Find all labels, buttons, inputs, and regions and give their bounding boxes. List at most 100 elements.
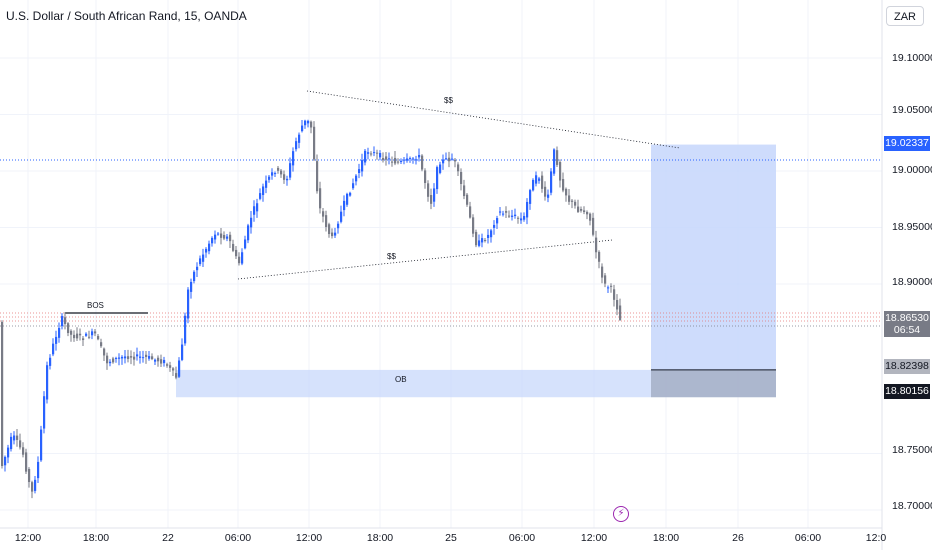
candle-body — [619, 305, 622, 320]
candle-body — [61, 316, 64, 327]
time-label: 18:00 — [366, 532, 394, 544]
candle-body — [22, 447, 25, 455]
candle-body — [256, 203, 259, 212]
candle-body — [370, 153, 373, 155]
candle-body — [145, 354, 148, 357]
candle-body — [340, 211, 343, 222]
candle-body — [562, 179, 565, 191]
liquidity-bottom-label: $$ — [387, 252, 396, 261]
chart-title[interactable]: U.S. Dollar / South African Rand, 15, OA… — [6, 9, 247, 23]
candle-body — [289, 163, 292, 178]
candle-body — [574, 201, 577, 206]
candle-body — [499, 211, 502, 213]
candle-body — [244, 239, 247, 249]
candle-body — [466, 194, 469, 205]
candle-body — [454, 159, 457, 162]
lower-trendline — [237, 239, 613, 280]
candle-body — [451, 158, 454, 160]
candle-body — [409, 158, 412, 160]
current-price-badge: 18.86530 06:54 — [884, 311, 930, 337]
candle-body — [484, 239, 487, 241]
candle-body — [235, 249, 238, 257]
candle-body — [100, 342, 103, 347]
candle-body — [133, 356, 136, 360]
candle-body — [439, 164, 442, 173]
time-label: 12:00 — [295, 532, 323, 544]
time-label: 18:00 — [652, 532, 680, 544]
candle-body — [346, 193, 349, 205]
candle-body — [154, 359, 157, 362]
time-label: 12:0 — [865, 532, 887, 544]
candle-body — [121, 356, 124, 359]
candle-body — [379, 153, 382, 158]
currency-button[interactable]: ZAR — [886, 6, 924, 26]
price-label: 18.90000 — [892, 276, 932, 288]
candle-body — [316, 161, 319, 192]
candle-body — [88, 336, 91, 338]
candle-body — [577, 206, 580, 212]
candle-body — [457, 164, 460, 172]
candle-body — [46, 365, 49, 400]
candle-body — [364, 150, 367, 163]
candle-body — [280, 170, 283, 175]
candle-body — [151, 356, 154, 360]
candle-body — [406, 158, 409, 161]
order-block-label: OB — [395, 375, 407, 384]
price-label: 18.95000 — [892, 221, 932, 233]
candle-body — [43, 396, 46, 429]
candle-body — [325, 215, 328, 227]
candle-body — [190, 281, 193, 292]
candle-body — [58, 328, 61, 338]
time-label: 12:00 — [580, 532, 608, 544]
candle-body — [82, 338, 85, 341]
time-label: 22 — [162, 532, 174, 544]
candle-body — [589, 213, 592, 221]
candle-body — [211, 237, 214, 244]
candle-body — [97, 335, 100, 340]
candle-body — [166, 364, 169, 366]
candle-body — [226, 236, 229, 239]
candle-body — [16, 435, 19, 440]
candle-body — [541, 175, 544, 189]
candle-body — [67, 323, 70, 334]
price-label: 19.10000 — [892, 52, 932, 64]
candle-body — [433, 188, 436, 202]
candle-body — [391, 161, 394, 163]
lightning-bolt-icon[interactable]: ⚡ — [613, 506, 629, 522]
candle-body — [106, 355, 109, 364]
candle-body — [415, 159, 418, 161]
candle-body — [112, 358, 115, 363]
target-zone — [651, 144, 776, 370]
candle-body — [103, 348, 106, 356]
candle-body — [241, 252, 244, 264]
candle-body — [595, 237, 598, 253]
candle-body — [181, 344, 184, 360]
candle-body — [607, 287, 610, 289]
candle-body — [304, 120, 307, 126]
time-label: 06:00 — [508, 532, 536, 544]
candle-body — [343, 200, 346, 211]
candle-body — [322, 211, 325, 217]
candle-body — [553, 149, 556, 174]
candle-body — [37, 461, 40, 479]
candle-body — [508, 215, 511, 217]
candle-body — [4, 456, 7, 466]
candle-body — [376, 152, 379, 154]
candle-body — [367, 152, 370, 154]
candle-body — [382, 157, 385, 161]
candle-body — [196, 266, 199, 271]
candle-body — [49, 357, 52, 366]
candle-body — [40, 429, 43, 461]
candle-body — [469, 206, 472, 218]
candle-body — [481, 238, 484, 243]
candle-body — [559, 162, 562, 181]
price-label: 19.00000 — [892, 164, 932, 176]
zone-top-badge: 18.82398 — [884, 359, 930, 374]
candle-body — [70, 330, 73, 335]
candle-body — [268, 176, 271, 180]
candle-body — [478, 240, 481, 246]
candle-body — [463, 185, 466, 197]
candle-body — [385, 156, 388, 160]
candle-body — [25, 452, 28, 472]
